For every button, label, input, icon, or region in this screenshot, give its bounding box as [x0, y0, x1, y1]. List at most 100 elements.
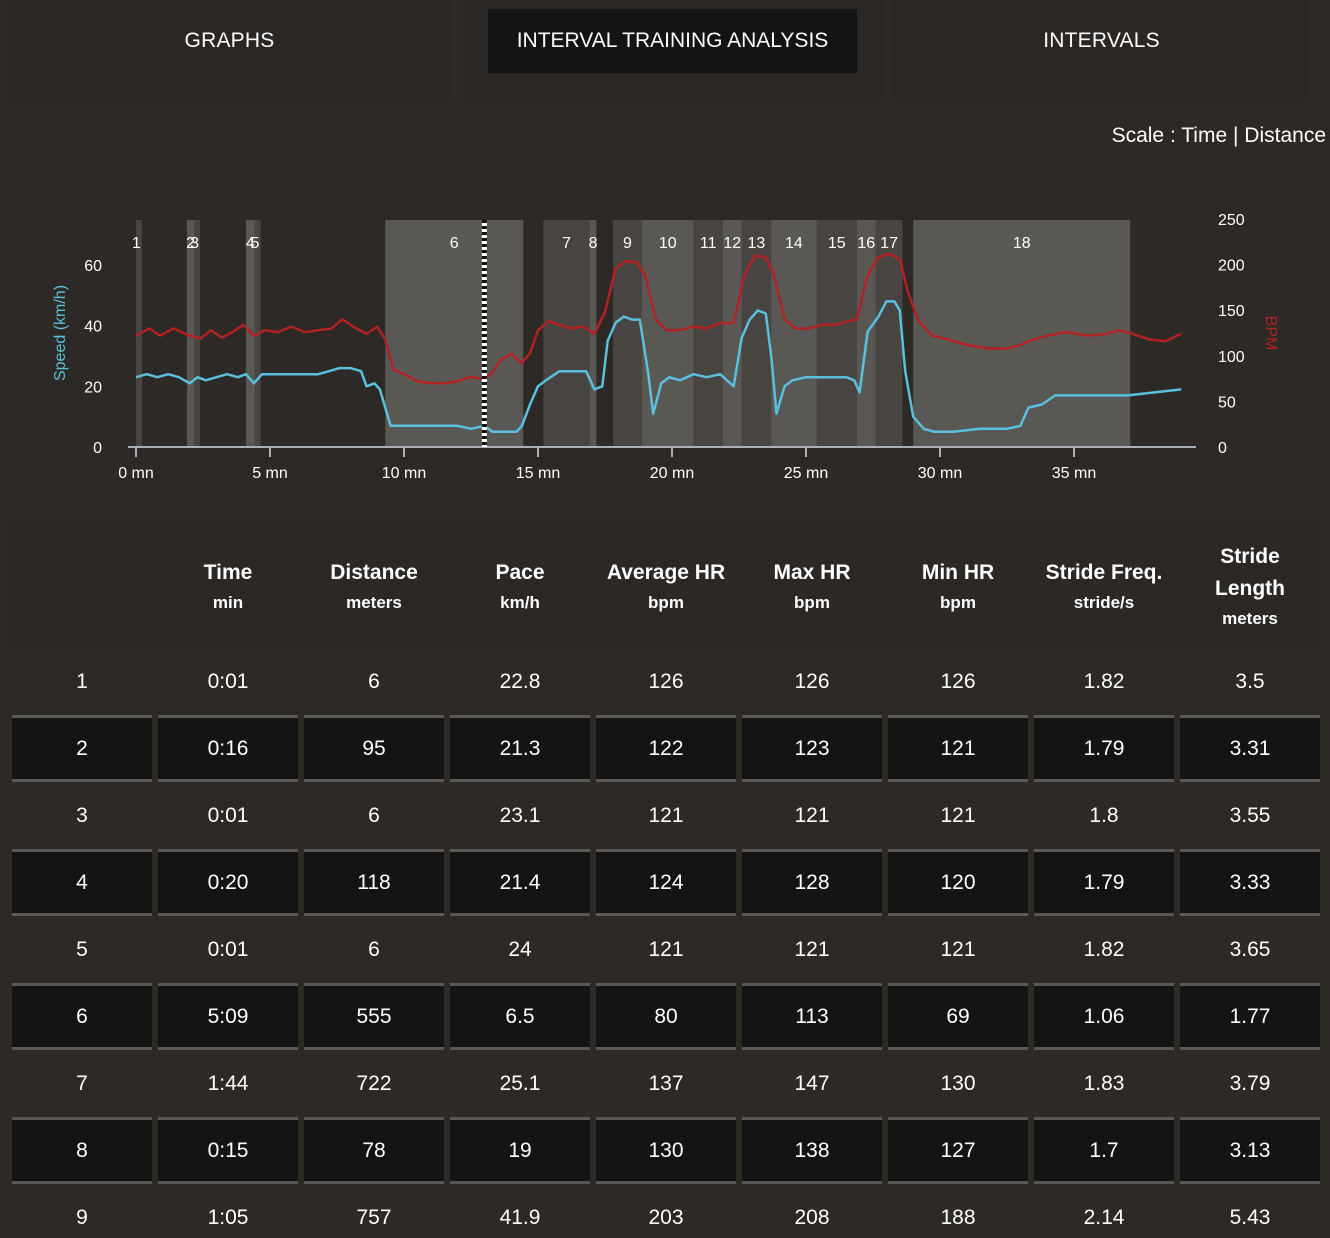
- table-cell: 128: [742, 849, 882, 916]
- table-cell: 6.5: [450, 983, 590, 1050]
- table-cell: 41.9: [499, 1205, 541, 1229]
- table-cell: 126: [794, 669, 830, 693]
- table-header-unit: bpm: [648, 592, 684, 612]
- table-header-cell: [12, 521, 152, 648]
- interval-band-12: [722, 220, 742, 447]
- table-cell: 0:01: [207, 803, 249, 827]
- bpm-series-line: [135, 252, 1182, 385]
- table-cell: 137: [648, 1071, 684, 1095]
- table-cell: 1.82: [1083, 937, 1125, 961]
- table-cell: 203: [648, 1205, 684, 1229]
- table-cell: 147: [794, 1071, 830, 1095]
- table-header-cell: Time min: [158, 521, 298, 648]
- table-header-title: Time: [203, 560, 253, 584]
- table-header-title: Max HR: [773, 560, 851, 584]
- table-cell: 6: [368, 803, 380, 827]
- interval-label-9: 9: [623, 235, 632, 252]
- interval-label-1: 1: [132, 235, 141, 252]
- table-cell: 23.1: [499, 803, 541, 827]
- tab-graphs-label: GRAPHS: [184, 28, 275, 52]
- y-tick-label-40: 40: [84, 319, 102, 336]
- table-header-title: Stride Freq.: [1045, 560, 1163, 584]
- scale-time-link[interactable]: Time: [1181, 124, 1228, 147]
- y-tick-label-0: 0: [93, 440, 102, 457]
- table-cell: 126: [648, 669, 684, 693]
- table-row-index: 9: [76, 1205, 88, 1229]
- y2-tick-label-200: 200: [1218, 258, 1245, 275]
- tab-intervals-label: INTERVALS: [1043, 28, 1160, 52]
- table-cell: 121: [648, 937, 684, 961]
- table-cell: 0:01: [207, 669, 249, 693]
- tab-interval-training-analysis[interactable]: INTERVAL TRAINING ANALYSIS: [488, 9, 857, 73]
- table-row-index: 4: [12, 849, 152, 916]
- scale-distance-link[interactable]: Distance: [1244, 124, 1326, 147]
- x-tick-label-20: 20 mn: [650, 465, 694, 482]
- table-header-unit: meters: [346, 592, 402, 612]
- table-cell: 0:20: [158, 849, 298, 916]
- table-cell: 118: [304, 849, 444, 916]
- table-cell: 69: [888, 983, 1028, 1050]
- speed-hr-chart[interactable]: 1 23 45 6 7 8 9 10 11 12 13 14 15 16 17 180 mn 5 mn 10 mn…: [0, 0, 1330, 521]
- table-header-unit: min: [212, 592, 244, 612]
- y2-tick-label-100: 100: [1218, 349, 1245, 366]
- x-tick-label-0: 0 mn: [118, 465, 154, 482]
- table-cell: 0:01: [207, 937, 249, 961]
- interval-band-13: [741, 220, 772, 447]
- interval-label-17: 17: [880, 235, 898, 252]
- table-cell: 3.33: [1180, 849, 1320, 916]
- x-tick-label-25: 25 mn: [784, 465, 828, 482]
- interval-band-10: [641, 220, 694, 447]
- scale-separator: |: [1232, 124, 1239, 147]
- table-header-cell: Distance meters: [304, 521, 444, 648]
- interval-label-10: 10: [659, 235, 677, 252]
- table-cell: 1.7: [1034, 1117, 1174, 1184]
- y2-axis-title: BPM: [1262, 316, 1279, 351]
- table-cell: 25.1: [499, 1071, 541, 1095]
- tab-interval-training-analysis-label: INTERVAL TRAINING ANALYSIS: [516, 29, 829, 52]
- interval-label-11: 11: [700, 235, 717, 252]
- table-header-cell: Stride Length meters: [1180, 521, 1320, 648]
- table-cell: 120: [888, 849, 1028, 916]
- table-cell: 138: [742, 1117, 882, 1184]
- table-cell: 126: [940, 669, 976, 693]
- tab-divider: [451, 0, 463, 97]
- table-cell: 3.31: [1180, 715, 1320, 782]
- interval-label-6: 6: [450, 235, 459, 252]
- table-cell: 121: [648, 803, 684, 827]
- table-cell: 3.65: [1229, 937, 1271, 961]
- interval-band-6: [385, 220, 524, 447]
- tab-bar: GRAPHS INTERVAL TRAINING ANALYSIS INTERV…: [0, 0, 1330, 97]
- interval-band-15: [816, 220, 857, 447]
- table-cell: 113: [742, 983, 882, 1050]
- interval-band-3: [194, 220, 201, 447]
- table-header-title: Pace: [495, 560, 545, 584]
- interval-band-9: [613, 220, 642, 447]
- table-header-unit: stride/s: [1073, 592, 1135, 612]
- table-header-cell: Stride Freq. stride/s: [1034, 521, 1174, 648]
- table-cell: 3.5: [1235, 669, 1265, 693]
- table-header-unit: bpm: [794, 592, 830, 612]
- tab-graphs[interactable]: GRAPHS: [8, 0, 451, 97]
- interval-label-16: 16: [857, 235, 875, 252]
- y2-tick-label-150: 150: [1218, 303, 1245, 320]
- table-header-unit: bpm: [940, 592, 976, 612]
- table-cell: 127: [888, 1117, 1028, 1184]
- table-header-title: Average HR: [606, 560, 726, 584]
- table-cell: 6: [368, 937, 380, 961]
- table-cell: 1.79: [1034, 849, 1174, 916]
- x-tick-label-35: 35 mn: [1052, 465, 1096, 482]
- table-row-index: 2: [12, 715, 152, 782]
- table-cell: 123: [742, 715, 882, 782]
- x-tick-label-5: 5 mn: [252, 465, 288, 482]
- table-cell: 757: [356, 1205, 392, 1229]
- interval-band-11: [693, 220, 723, 447]
- table-header-unit: meters: [1222, 608, 1278, 628]
- table-cell: 19: [450, 1117, 590, 1184]
- interval-label-12: 12: [723, 235, 741, 252]
- table-cell: 121: [794, 803, 830, 827]
- table-cell: 1.77: [1180, 983, 1320, 1050]
- table-cell: 5.43: [1229, 1205, 1271, 1229]
- table-header-cell: Min HR bpm: [888, 521, 1028, 648]
- tab-intervals[interactable]: INTERVALS: [893, 0, 1310, 97]
- x-tick-label-10: 10 mn: [382, 465, 426, 482]
